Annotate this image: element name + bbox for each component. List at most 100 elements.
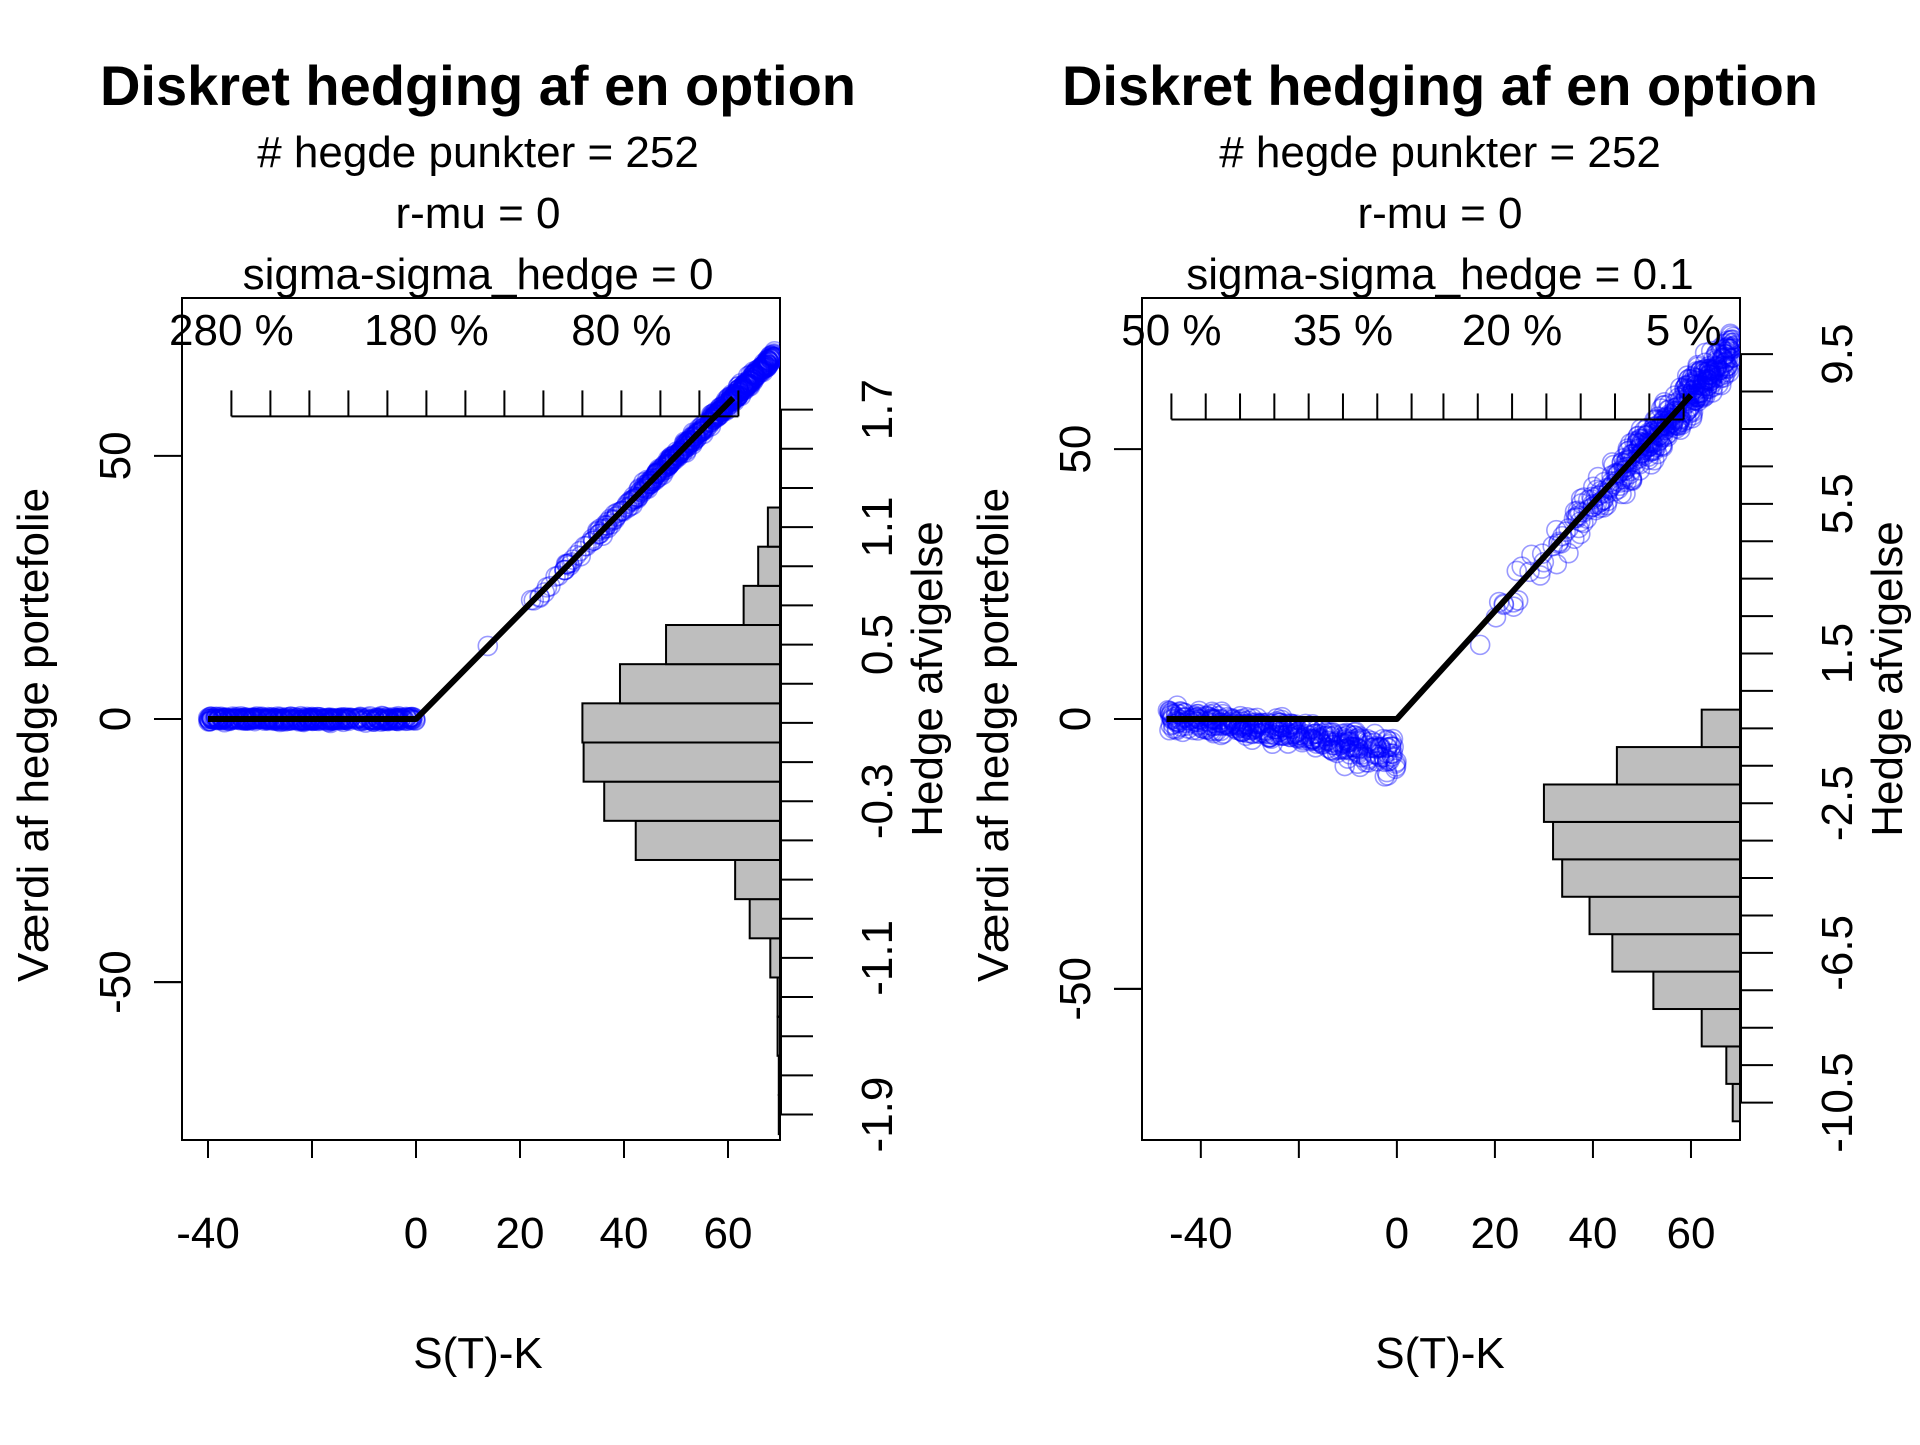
scatter-point: [756, 355, 777, 376]
scatter-point: [1687, 354, 1708, 376]
scatter-point: [684, 423, 705, 444]
scatter-point: [752, 359, 773, 380]
scatter-point: [711, 400, 732, 422]
scatter-point: [1651, 435, 1673, 456]
scatter-point: [1249, 713, 1270, 735]
scatter-point: [1341, 736, 1362, 758]
right-axis-label: Hedge afvigelse: [903, 521, 952, 837]
scatter-point: [1698, 361, 1719, 383]
scatter-point: [597, 511, 619, 533]
scatter-point: [1689, 382, 1711, 404]
scatter-point: [1601, 452, 1623, 473]
scatter-point: [1279, 726, 1301, 747]
scatter-point: [1700, 340, 1722, 362]
scatter-point: [646, 462, 668, 484]
scatter-point: [1707, 362, 1728, 384]
scatter-point: [1717, 337, 1739, 358]
scatter-point: [669, 442, 691, 464]
scatter-point: [750, 358, 772, 379]
scatter-point: [637, 478, 659, 500]
scatter-point: [699, 412, 720, 433]
scatter-point: [746, 359, 768, 381]
scatter-point: [1317, 737, 1339, 759]
scatter-point: [1355, 746, 1376, 767]
scatter-point: [709, 400, 730, 422]
scatter-point: [1687, 368, 1709, 390]
scatter-point: [1719, 338, 1740, 360]
scatter-point: [702, 409, 724, 430]
scatter-point: [1666, 397, 1687, 418]
scatter-point: [1378, 733, 1400, 755]
scatter-point: [656, 456, 678, 477]
scatter-point: [1260, 728, 1282, 750]
scatter-point: [657, 455, 679, 477]
scatter-point: [1667, 415, 1688, 436]
scatter-point: [1637, 436, 1659, 458]
x-axis-label: S(T)-K: [1375, 1329, 1505, 1378]
scatter-point: [1714, 344, 1735, 365]
scatter-point: [1647, 443, 1668, 465]
scatter-point: [1699, 364, 1720, 386]
scatter-point: [1625, 449, 1647, 471]
scatter-point: [743, 364, 764, 385]
scatter-point: [1582, 496, 1604, 517]
scatter-point: [763, 346, 780, 367]
scatter-point: [1610, 460, 1632, 482]
scatter-point: [1318, 725, 1340, 747]
scatter-point: [1711, 347, 1733, 369]
scatter-point: [1336, 738, 1357, 759]
scatter-point: [692, 417, 714, 438]
scatter-point: [1257, 712, 1278, 733]
scatter-point: [669, 443, 690, 465]
scatter-point: [1686, 362, 1708, 384]
scatter-point: [1277, 733, 1299, 754]
scatter-point: [732, 378, 754, 399]
histogram-bar: [748, 898, 781, 940]
scatter-point: [1302, 714, 1323, 735]
scatter-point: [758, 351, 779, 372]
scatter-point: [1654, 394, 1675, 416]
scatter-point: [1706, 343, 1727, 364]
scatter-point: [1248, 723, 1270, 744]
scatter-point: [1339, 744, 1361, 765]
scatter-point: [1277, 722, 1299, 744]
scatter-point: [693, 420, 714, 442]
scatter-point: [690, 421, 712, 442]
scatter-point: [1655, 415, 1677, 437]
scatter-point: [763, 348, 780, 370]
scatter-point: [1301, 729, 1322, 751]
scatter-point: [1719, 341, 1740, 362]
scatter-point: [1359, 737, 1381, 759]
scatter-point: [1630, 443, 1651, 464]
scatter-point: [699, 412, 721, 433]
scatter-point: [1162, 714, 1184, 735]
scatter-point: [1722, 329, 1740, 350]
scatter-point: [1246, 712, 1267, 733]
scatter-point: [625, 486, 647, 508]
scatter-point: [587, 521, 609, 543]
scatter-point: [623, 486, 644, 507]
scatter-point: [1242, 723, 1263, 744]
scatter-point: [1716, 337, 1737, 359]
scatter-point: [1376, 742, 1397, 764]
scatter-point: [1351, 744, 1373, 765]
scatter-point: [1255, 723, 1276, 745]
scatter-point: [1702, 376, 1724, 398]
scatter-point: [1366, 737, 1388, 758]
scatter-point: [1186, 703, 1207, 725]
scatter-point: [686, 428, 707, 449]
scatter-point: [589, 523, 611, 544]
scatter-point: [646, 463, 667, 485]
scatter-point: [1280, 713, 1302, 734]
scatter-point: [1168, 712, 1190, 733]
scatter-point: [1338, 731, 1360, 753]
scatter-point: [214, 711, 235, 733]
scatter-point: [711, 400, 733, 422]
histogram-bar: [734, 858, 781, 901]
scatter-point: [745, 366, 766, 388]
scatter-point: [1199, 704, 1221, 725]
scatter-point: [706, 403, 728, 424]
scatter-point: [1701, 369, 1723, 390]
scatter-point: [721, 383, 743, 405]
scatter-point: [713, 400, 734, 422]
